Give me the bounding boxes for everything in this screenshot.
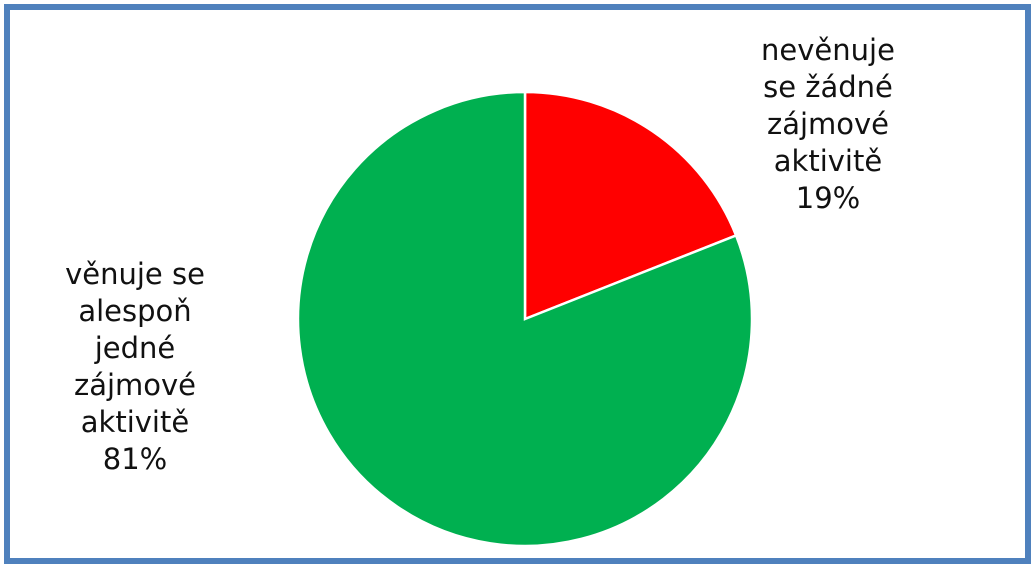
percent-label: 81% <box>102 442 168 476</box>
percent-label: 19% <box>795 181 861 215</box>
pie-slice-venuje <box>296 90 754 548</box>
label-line: zájmové <box>766 107 890 141</box>
slice-label-nevenuje: nevěnuje se žádné zájmové aktivitě 19% <box>728 32 928 217</box>
label-line: aktivitě <box>80 405 190 439</box>
label-line: zájmové <box>73 368 197 402</box>
slice-label-venuje: věnuje se alespoň jedné zájmové aktivitě… <box>40 256 230 478</box>
label-line: se žádné <box>763 70 893 104</box>
label-line: alespoň <box>78 294 192 328</box>
label-line: věnuje se <box>65 257 205 291</box>
label-line: aktivitě <box>773 144 883 178</box>
pie-slice-nevenuje <box>523 90 738 321</box>
label-line: jedné <box>94 331 176 365</box>
label-line: nevěnuje <box>761 33 895 67</box>
